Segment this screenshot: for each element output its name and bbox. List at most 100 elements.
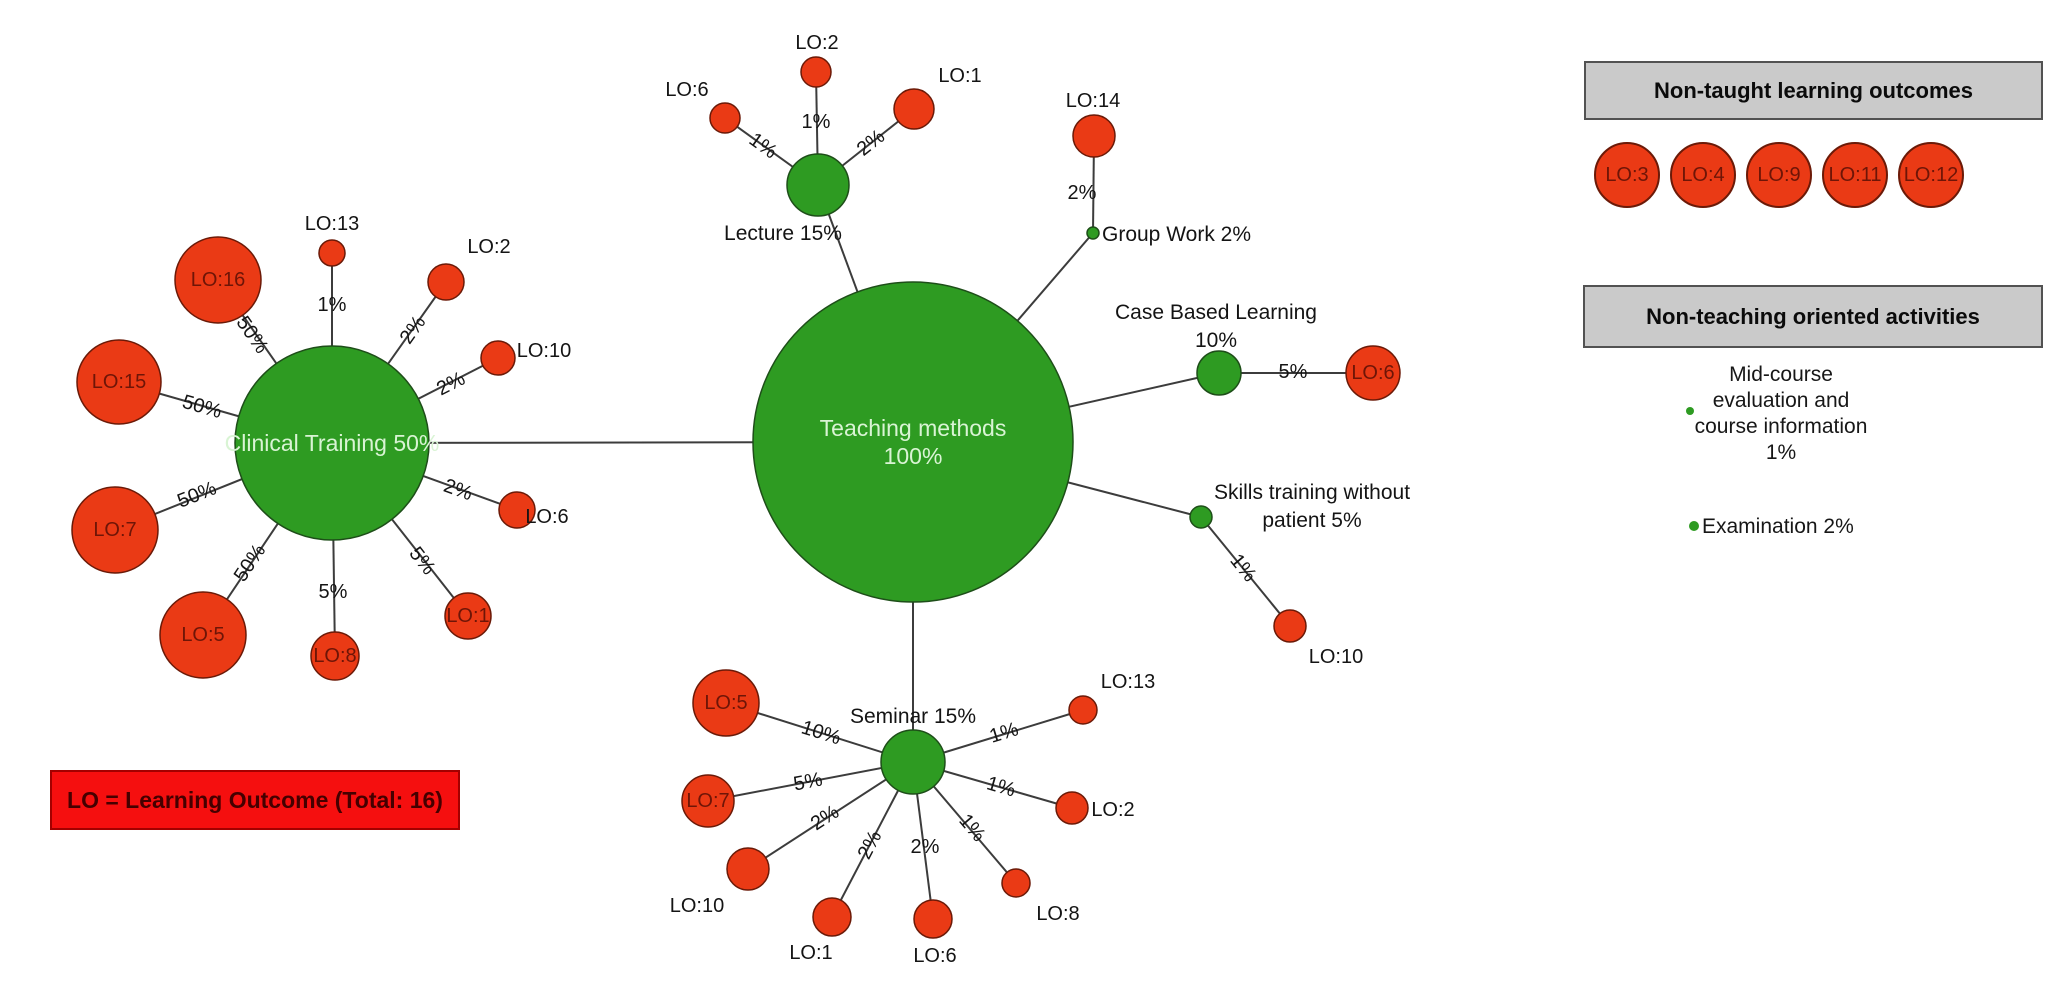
node-seminar: [880, 729, 946, 795]
node-sem_lo1: [812, 897, 852, 937]
node-sem_lo6: [913, 899, 953, 939]
edge-label-seminar-sem_lo13: 1%: [987, 718, 1021, 748]
non-teaching-item-line: Mid-course: [1729, 363, 1833, 386]
panel-non-teaching-title: Non-teaching oriented activities: [1583, 285, 2043, 348]
node-sem_lo2: [1055, 791, 1089, 825]
edge-skills-skills_lo10: [1200, 516, 1291, 627]
edge-label-groupwork-lo14: 2%: [1068, 182, 1097, 204]
node-label-skills: Skills training without patient 5%: [1214, 481, 1410, 532]
edge-label-seminar-sem_lo1: 2%: [854, 827, 887, 863]
edge-label-clinical-cl_lo8: 5%: [319, 581, 348, 603]
node-cl_lo2: [427, 263, 465, 301]
edge-label-clinical-cl_lo6: 2%: [441, 475, 476, 506]
legend-box: LO = Learning Outcome (Total: 16): [50, 770, 460, 830]
node-lec_lo2: [800, 56, 832, 88]
node-lec_lo1: [893, 88, 935, 130]
node-label-sem_lo13: LO:13: [1101, 671, 1155, 693]
node-label-skills_lo10: LO:10: [1309, 646, 1363, 668]
node-label-teaching: Teaching methods 100%: [820, 415, 1007, 469]
node-label-cl_lo8: LO:8: [313, 645, 356, 667]
non-teaching-item-line: Examination 2%: [1702, 515, 1854, 538]
non-taught-lo-row: LO:3 LO:4 LO:9 LO:11 LO:12: [1594, 142, 1964, 208]
node-sem_lo7: [681, 774, 735, 828]
non-teaching-item-line: 1%: [1765, 441, 1797, 464]
bullet-dot-examination: [1689, 521, 1699, 531]
node-label-cl_lo13: LO:13: [305, 213, 359, 235]
non-taught-lo-circle: LO:11: [1822, 142, 1888, 208]
edge-label-clinical-cl_lo10: 2%: [433, 368, 469, 401]
node-clinical: [234, 345, 430, 541]
node-label-sem_lo8: LO:8: [1036, 903, 1079, 925]
non-taught-lo-circle: LO:12: [1898, 142, 1964, 208]
node-label-sem_lo1: LO:1: [789, 942, 832, 964]
node-label-cl_lo10: LO:10: [517, 340, 571, 362]
node-label-sem_lo7: LO:7: [686, 790, 729, 812]
edge-seminar-sem_lo10: [747, 761, 914, 870]
node-label-cl_lo2: LO:2: [467, 236, 510, 258]
node-label-cl_lo15: LO:15: [92, 371, 146, 393]
node-cbl: [1196, 350, 1242, 396]
node-cl_lo16: [174, 236, 262, 324]
node-sem_lo13: [1068, 695, 1098, 725]
edge-label-seminar-sem_lo2: 1%: [984, 772, 1018, 801]
node-sem_lo10: [726, 847, 770, 891]
node-skills: [1189, 505, 1213, 529]
edge-label-seminar-sem_lo5: 10%: [799, 716, 844, 749]
node-label-seminar: Seminar 15%: [850, 705, 976, 728]
edge-label-clinical-cl_lo15: 50%: [180, 391, 225, 423]
edge-label-seminar-sem_lo6: 2%: [911, 836, 940, 858]
node-label-sem_lo10: LO:10: [670, 895, 724, 917]
edge-seminar-sem_lo7: [707, 761, 914, 802]
edge-label-seminar-sem_lo10: 2%: [807, 801, 843, 835]
node-label-cl_lo16: LO:16: [191, 269, 245, 291]
node-cbl_lo6: [1345, 345, 1401, 401]
edge-label-clinical-cl_lo16: 50%: [232, 312, 273, 358]
node-cl_lo10: [480, 340, 516, 376]
edge-label-lecture-lec_lo6: 1%: [745, 129, 781, 164]
node-label-sem_lo5: LO:5: [704, 692, 747, 714]
node-lo14: [1072, 114, 1116, 158]
node-teaching: [752, 281, 1074, 603]
node-groupwork: [1086, 226, 1100, 240]
node-skills_lo10: [1273, 609, 1307, 643]
node-label-groupwork: Group Work 2%: [1102, 223, 1251, 246]
node-label-lec_lo1: LO:1: [938, 65, 981, 87]
node-lecture: [786, 153, 850, 217]
node-cl_lo6: [498, 491, 536, 529]
edge-label-clinical-cl_lo2: 2%: [396, 312, 431, 348]
node-cl_lo1: [444, 592, 492, 640]
node-sem_lo5: [692, 669, 760, 737]
bullet-dot-midcourse: [1686, 407, 1694, 415]
node-label-cl_lo5: LO:5: [181, 624, 224, 646]
non-taught-lo-circle: LO:9: [1746, 142, 1812, 208]
node-label-lec_lo2: LO:2: [795, 32, 838, 54]
node-cl_lo5: [159, 591, 247, 679]
edge-label-clinical-cl_lo5: 50%: [230, 540, 271, 586]
node-cl_lo15: [76, 339, 162, 425]
node-cl_lo13: [318, 239, 346, 267]
edge-label-seminar-sem_lo7: 5%: [792, 768, 825, 795]
node-label-lo14: LO:14: [1066, 90, 1120, 112]
edge-label-cbl-cbl_lo6: 5%: [1279, 361, 1308, 383]
edge-label-lecture-lec_lo2: 1%: [802, 111, 831, 133]
node-label-cl_lo6: LO:6: [525, 506, 568, 528]
edge-label-clinical-cl_lo7: 50%: [174, 477, 220, 512]
node-label-lec_lo6: LO:6: [665, 79, 708, 101]
edge-label-lecture-lec_lo1: 2%: [853, 125, 889, 160]
non-taught-lo-circle: LO:3: [1594, 142, 1660, 208]
edge-label-skills-skills_lo10: 1%: [1225, 550, 1260, 586]
non-teaching-item-line: course information: [1694, 415, 1868, 438]
non-taught-lo-circle: LO:4: [1670, 142, 1736, 208]
node-cl_lo7: [71, 486, 159, 574]
non-teaching-item-line: evaluation and: [1712, 389, 1850, 412]
node-label-sem_lo2: LO:2: [1091, 799, 1134, 821]
panel-non-taught-title: Non-taught learning outcomes: [1584, 61, 2043, 120]
node-label-lecture: Lecture 15%: [724, 222, 842, 245]
non-teaching-item-examination: Examination 2%: [1702, 514, 1952, 540]
node-label-cbl_lo6: LO:6: [1351, 362, 1394, 384]
node-label-clinical: Clinical Training 50%: [225, 430, 440, 456]
non-teaching-item-midcourse: Mid-course evaluation and course informati…: [1641, 362, 1921, 466]
node-cl_lo8: [310, 631, 360, 681]
